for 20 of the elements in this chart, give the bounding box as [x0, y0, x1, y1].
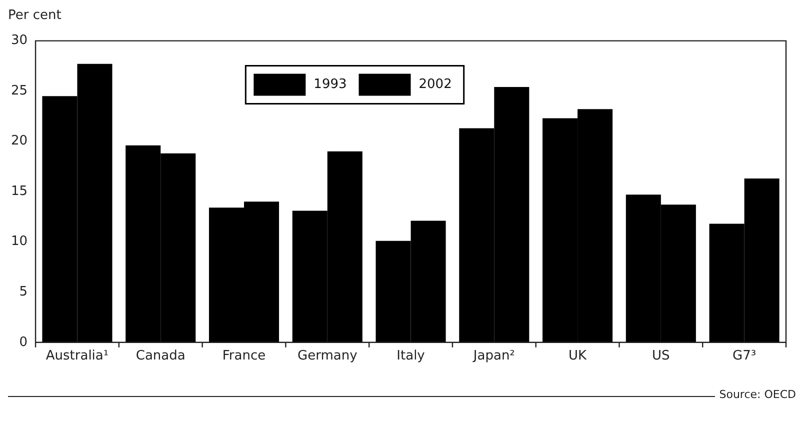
y-tick-label: 15 [10, 184, 28, 199]
y-tick-label: 0 [19, 334, 28, 350]
x-tick-label: Italy [396, 348, 426, 364]
x-tick-label: Germany [298, 348, 358, 364]
x-tick-label: Japan² [472, 348, 515, 364]
y-tick-label: 25 [10, 83, 28, 98]
legend-label: 2002 [418, 77, 452, 92]
x-tick-label: France [222, 348, 266, 364]
y-tick-label: 20 [10, 134, 28, 149]
y-axis-title: Per cent [8, 8, 62, 25]
x-tick-label: G7³ [732, 348, 756, 364]
legend-label: 1993 [314, 77, 347, 92]
y-tick-label: 5 [19, 284, 28, 300]
y-tick-label: 10 [10, 234, 28, 250]
x-tick-label: US [652, 348, 670, 364]
source-note: Source: OECD [719, 388, 796, 401]
x-tick-label: Canada [136, 348, 186, 364]
x-tick-label: UK [568, 348, 588, 364]
y-tick-label: 30 [10, 33, 28, 48]
x-tick-label: Australia¹ [46, 348, 109, 364]
